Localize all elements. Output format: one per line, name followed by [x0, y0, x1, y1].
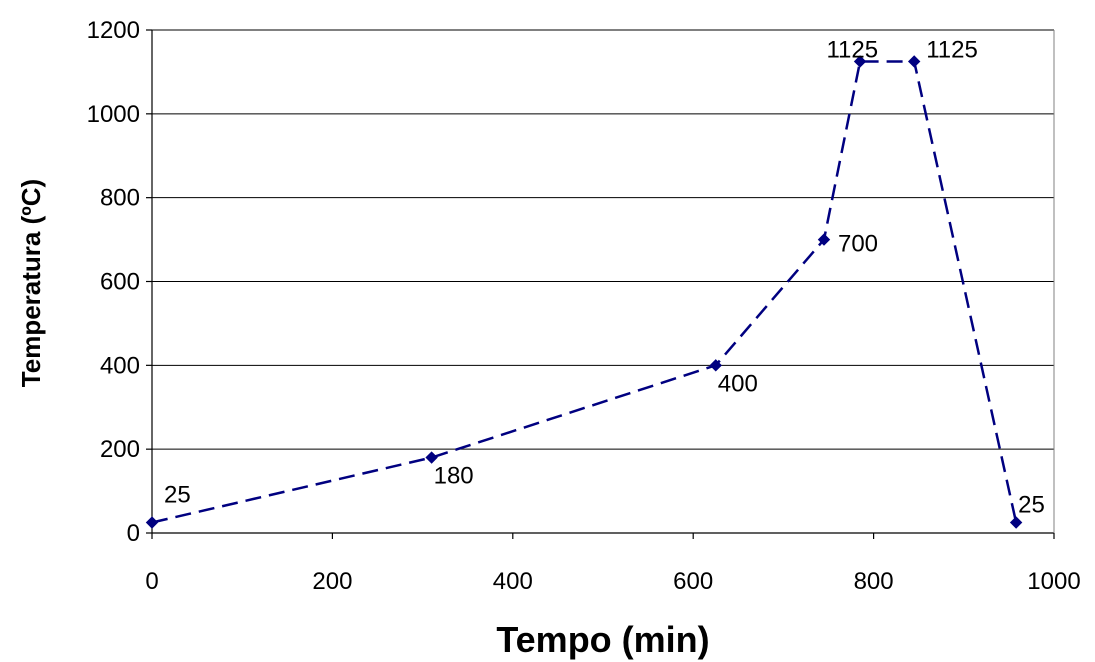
x-axis-ticks: 0 200 400 600 800 1000	[145, 533, 1081, 595]
data-point-marker	[145, 516, 159, 529]
data-point-marker	[425, 451, 438, 464]
data-label: 400	[718, 370, 758, 397]
y-tick-label: 600	[100, 269, 140, 296]
y-tick-label: 1200	[87, 17, 140, 44]
y-tick-label: 1000	[87, 101, 140, 128]
data-point-marker	[853, 55, 867, 68]
x-tick-label: 1000	[1027, 568, 1080, 595]
y-tick-label: 800	[100, 185, 140, 212]
data-label: 1125	[826, 36, 878, 63]
y-axis-title: Temperatura (ºC)	[16, 179, 46, 387]
data-label: 700	[838, 231, 878, 258]
data-point-marker	[1009, 516, 1023, 529]
data-label: 25	[1018, 492, 1045, 519]
series-line	[151, 60, 1018, 524]
data-point-marker	[817, 233, 831, 246]
data-label: 180	[434, 463, 474, 490]
x-tick-label: 800	[854, 568, 894, 595]
x-tick-label: 0	[145, 568, 158, 595]
x-tick-label: 200	[312, 568, 352, 595]
x-tick-label: 400	[493, 568, 533, 595]
data-label: 25	[164, 482, 191, 509]
y-axis-ticks: 0 200 400 600 800 1000 1200	[87, 17, 152, 547]
data-labels: 25 180 400 700 1125 1125 25	[164, 36, 1045, 518]
grid-lines	[152, 29, 1054, 450]
series-temperature	[145, 55, 1023, 529]
y-tick-label: 0	[127, 520, 140, 547]
data-point-marker	[907, 55, 921, 68]
y-tick-label: 200	[100, 436, 140, 463]
data-point-marker	[709, 359, 722, 372]
x-axis-title: Tempo (min)	[496, 619, 709, 660]
data-label: 1125	[926, 36, 978, 63]
x-tick-label: 600	[673, 568, 713, 595]
y-tick-label: 400	[100, 352, 140, 379]
